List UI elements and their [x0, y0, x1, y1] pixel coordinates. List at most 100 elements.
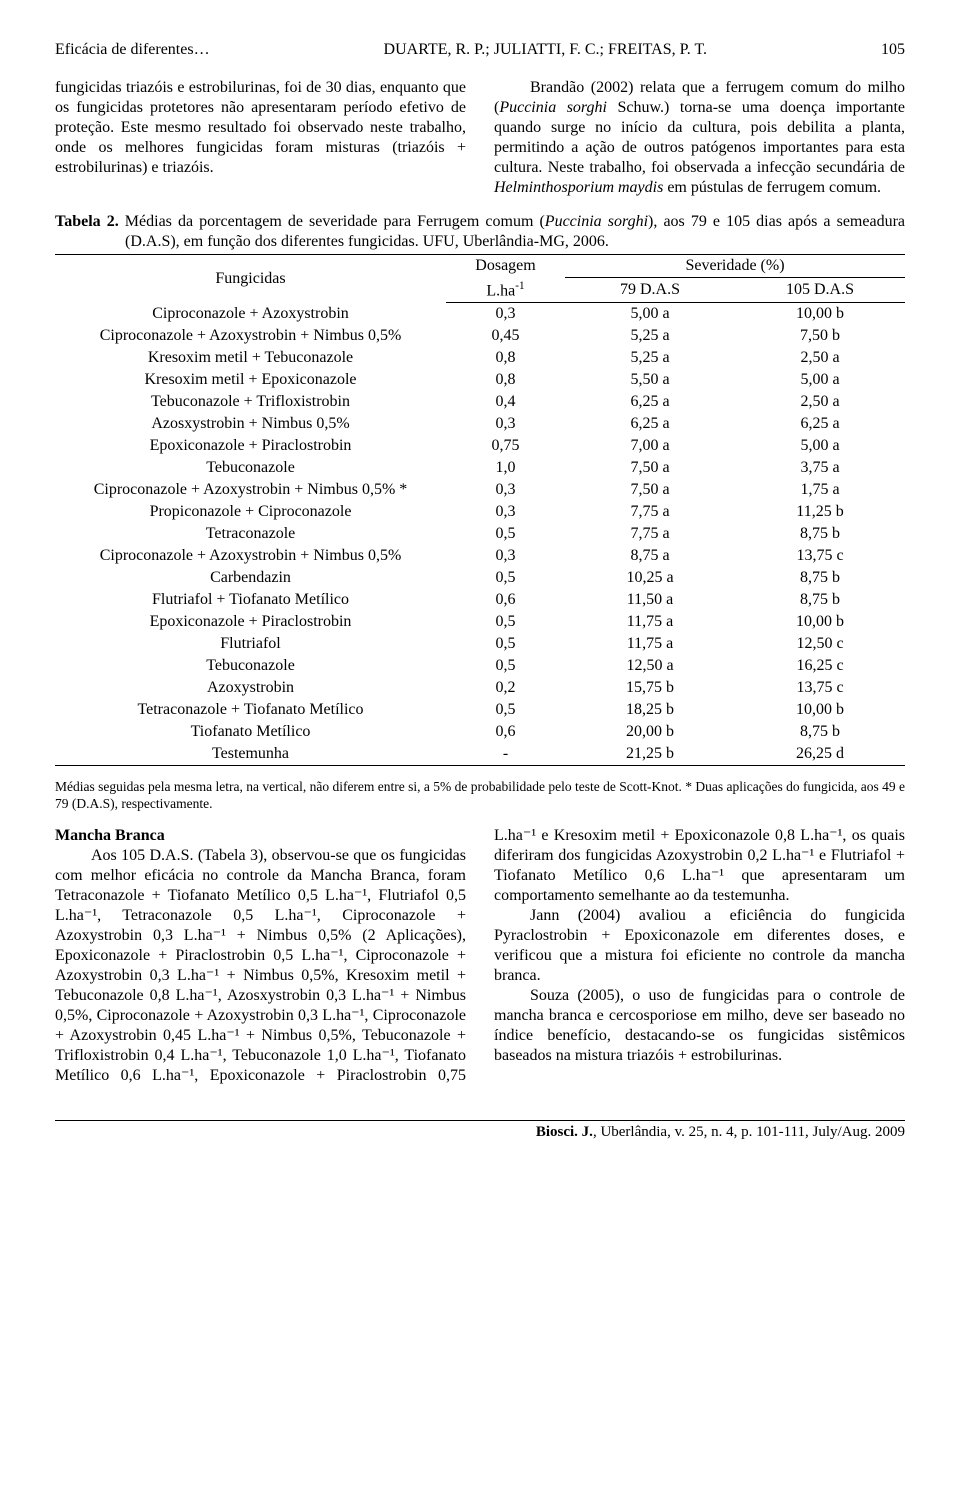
- footer-rest: , Uberlândia, v. 25, n. 4, p. 101-111, J…: [593, 1124, 905, 1140]
- table-cell: 12,50 a: [565, 655, 735, 677]
- table-row: Propiconazole + Ciproconazole0,37,75 a11…: [55, 501, 905, 523]
- table-cell: 0,5: [446, 699, 565, 721]
- table-row: Tebuconazole1,07,50 a3,75 a: [55, 457, 905, 479]
- footer-journal: Biosci. J.: [536, 1124, 593, 1140]
- table-cell: Propiconazole + Ciproconazole: [55, 501, 446, 523]
- table-cell: 1,0: [446, 457, 565, 479]
- mancha-branca-section: Mancha Branca Aos 105 D.A.S. (Tabela 3),…: [55, 826, 905, 1086]
- col-dosagem: Dosagem: [446, 255, 565, 278]
- intro-p2c: em pústulas de ferrugem comum.: [663, 179, 881, 196]
- table-cell: Tebuconazole: [55, 457, 446, 479]
- table-cell: 8,75 b: [735, 523, 905, 545]
- table-cell: 2,50 a: [735, 391, 905, 413]
- table-row: Tetraconazole0,57,75 a8,75 b: [55, 523, 905, 545]
- table-cell: Tebuconazole: [55, 655, 446, 677]
- table-cell: 7,50 a: [565, 479, 735, 501]
- table-row: Carbendazin0,510,25 a8,75 b: [55, 567, 905, 589]
- table-cell: 0,3: [446, 302, 565, 325]
- table-cell: 13,75 c: [735, 545, 905, 567]
- table-cell: 16,25 c: [735, 655, 905, 677]
- table-cell: 13,75 c: [735, 677, 905, 699]
- header-center: DUARTE, R. P.; JULIATTI, F. C.; FREITAS,…: [384, 40, 707, 60]
- table-cell: 8,75 b: [735, 589, 905, 611]
- running-header: Eficácia de diferentes… DUARTE, R. P.; J…: [55, 40, 905, 60]
- col-dosagem-unit: L.ha-1: [446, 278, 565, 303]
- intro-p1: fungicidas triazóis e estrobilurinas, fo…: [55, 79, 466, 176]
- table-cell: 18,25 b: [565, 699, 735, 721]
- table-cell: 12,50 c: [735, 633, 905, 655]
- table-cell: 2,50 a: [735, 347, 905, 369]
- table-cell: 8,75 b: [735, 567, 905, 589]
- table2-caption-ital: Puccinia sorghi: [545, 213, 648, 230]
- table-cell: 6,25 a: [565, 391, 735, 413]
- table-row: Flutriafol0,511,75 a12,50 c: [55, 633, 905, 655]
- table-cell: 0,5: [446, 655, 565, 677]
- table-cell: 0,8: [446, 347, 565, 369]
- table-row: Testemunha-21,25 b26,25 d: [55, 743, 905, 766]
- table-cell: 10,00 b: [735, 699, 905, 721]
- table-cell: 21,25 b: [565, 743, 735, 766]
- col-fungicidas: Fungicidas: [55, 255, 446, 303]
- table-cell: 11,25 b: [735, 501, 905, 523]
- intro-p2-ital2: Helminthosporium maydis: [494, 179, 663, 196]
- table-cell: 0,2: [446, 677, 565, 699]
- table-cell: 0,5: [446, 633, 565, 655]
- table-cell: 7,75 a: [565, 501, 735, 523]
- page-footer: Biosci. J., Uberlândia, v. 25, n. 4, p. …: [55, 1120, 905, 1142]
- table-row: Ciproconazole + Azoxystrobin + Nimbus 0,…: [55, 479, 905, 501]
- intro-p2-ital: Puccinia sorghi: [499, 99, 607, 116]
- table-cell: 5,00 a: [735, 435, 905, 457]
- table-cell: 5,25 a: [565, 347, 735, 369]
- table-cell: 11,75 a: [565, 611, 735, 633]
- table-cell: 6,25 a: [565, 413, 735, 435]
- table-cell: Flutriafol + Tiofanato Metílico: [55, 589, 446, 611]
- table-row: Ciproconazole + Azoxystrobin0,35,00 a10,…: [55, 302, 905, 325]
- table-cell: 0,6: [446, 721, 565, 743]
- table-cell: Kresoxim metil + Epoxiconazole: [55, 369, 446, 391]
- table-row: Epoxiconazole + Piraclostrobin0,511,75 a…: [55, 611, 905, 633]
- table-cell: 0,6: [446, 589, 565, 611]
- table-cell: Tebuconazole + Trifloxistrobin: [55, 391, 446, 413]
- table-cell: Kresoxim metil + Tebuconazole: [55, 347, 446, 369]
- table-cell: 0,3: [446, 413, 565, 435]
- table-cell: 11,50 a: [565, 589, 735, 611]
- table-cell: Tetraconazole + Tiofanato Metílico: [55, 699, 446, 721]
- table-cell: 15,75 b: [565, 677, 735, 699]
- table-row: Tetraconazole + Tiofanato Metílico0,518,…: [55, 699, 905, 721]
- table-cell: Epoxiconazole + Piraclostrobin: [55, 611, 446, 633]
- table-cell: 5,00 a: [735, 369, 905, 391]
- table-row: Ciproconazole + Azoxystrobin + Nimbus 0,…: [55, 325, 905, 347]
- table-cell: 3,75 a: [735, 457, 905, 479]
- table2: Fungicidas Dosagem Severidade (%) L.ha-1…: [55, 254, 905, 766]
- table-cell: 0,3: [446, 479, 565, 501]
- col-severidade: Severidade (%): [565, 255, 905, 278]
- table-cell: Carbendazin: [55, 567, 446, 589]
- table-cell: 7,50 a: [565, 457, 735, 479]
- table-row: Kresoxim metil + Tebuconazole0,85,25 a2,…: [55, 347, 905, 369]
- table-row: Ciproconazole + Azoxystrobin + Nimbus 0,…: [55, 545, 905, 567]
- table-cell: -: [446, 743, 565, 766]
- table-cell: 10,00 b: [735, 611, 905, 633]
- mancha-heading: Mancha Branca: [55, 826, 466, 846]
- table-cell: 8,75 a: [565, 545, 735, 567]
- intro-paragraphs: fungicidas triazóis e estrobilurinas, fo…: [55, 78, 905, 198]
- mancha-p2: Jann (2004) avaliou a eficiência do fung…: [494, 906, 905, 986]
- table-cell: 11,75 a: [565, 633, 735, 655]
- table-cell: 5,25 a: [565, 325, 735, 347]
- table2-caption-pre: Médias da porcentagem de severidade para…: [119, 213, 545, 230]
- table-row: Azoxystrobin0,215,75 b13,75 c: [55, 677, 905, 699]
- table-cell: Flutriafol: [55, 633, 446, 655]
- table-cell: 5,00 a: [565, 302, 735, 325]
- table2-caption: Tabela 2. Médias da porcentagem de sever…: [55, 212, 905, 252]
- table-cell: 1,75 a: [735, 479, 905, 501]
- table-cell: 0,75: [446, 435, 565, 457]
- table-row: Tebuconazole0,512,50 a16,25 c: [55, 655, 905, 677]
- table-cell: 0,5: [446, 567, 565, 589]
- table-cell: Azoxystrobin: [55, 677, 446, 699]
- table-row: Flutriafol + Tiofanato Metílico0,611,50 …: [55, 589, 905, 611]
- table-cell: Ciproconazole + Azoxystrobin: [55, 302, 446, 325]
- table-cell: Ciproconazole + Azoxystrobin + Nimbus 0,…: [55, 325, 446, 347]
- table-cell: 0,45: [446, 325, 565, 347]
- table-row: Kresoxim metil + Epoxiconazole0,85,50 a5…: [55, 369, 905, 391]
- col-sev105: 105 D.A.S: [735, 278, 905, 303]
